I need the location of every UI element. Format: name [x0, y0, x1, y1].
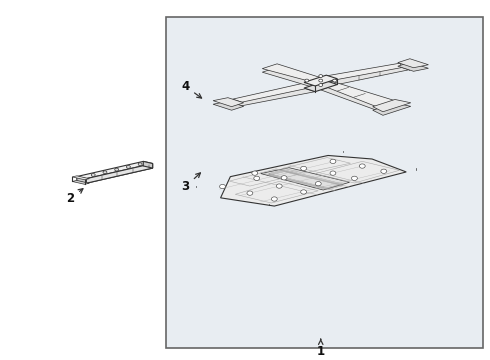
- Polygon shape: [326, 67, 409, 85]
- Polygon shape: [373, 99, 411, 112]
- Polygon shape: [213, 101, 244, 110]
- Polygon shape: [262, 67, 321, 86]
- Polygon shape: [233, 83, 315, 102]
- Circle shape: [381, 169, 387, 174]
- Polygon shape: [213, 98, 244, 107]
- Text: 2: 2: [67, 189, 83, 205]
- Circle shape: [316, 181, 321, 186]
- Polygon shape: [220, 156, 406, 206]
- Polygon shape: [321, 86, 395, 110]
- Circle shape: [247, 191, 253, 195]
- FancyBboxPatch shape: [166, 17, 484, 348]
- Polygon shape: [72, 176, 89, 180]
- Circle shape: [301, 190, 307, 194]
- Text: 4: 4: [181, 80, 201, 98]
- Polygon shape: [373, 103, 411, 115]
- Polygon shape: [72, 180, 89, 184]
- Circle shape: [281, 176, 287, 180]
- Polygon shape: [326, 63, 409, 80]
- Polygon shape: [321, 81, 395, 107]
- Polygon shape: [143, 161, 153, 168]
- Polygon shape: [304, 81, 338, 92]
- Polygon shape: [304, 75, 338, 86]
- Circle shape: [220, 184, 225, 189]
- Circle shape: [351, 176, 357, 180]
- Circle shape: [319, 79, 323, 82]
- Circle shape: [305, 79, 309, 82]
- Circle shape: [115, 168, 119, 171]
- Circle shape: [252, 171, 258, 175]
- Circle shape: [271, 197, 277, 201]
- Polygon shape: [77, 166, 153, 183]
- Circle shape: [333, 79, 337, 82]
- Circle shape: [301, 166, 307, 171]
- Text: 1: 1: [317, 339, 325, 358]
- Circle shape: [319, 84, 323, 86]
- Polygon shape: [86, 163, 153, 183]
- Circle shape: [330, 159, 336, 163]
- Circle shape: [359, 164, 365, 168]
- Polygon shape: [77, 161, 153, 179]
- Text: 3: 3: [181, 173, 200, 193]
- Circle shape: [126, 166, 130, 168]
- Polygon shape: [233, 88, 315, 106]
- Circle shape: [254, 176, 260, 180]
- Circle shape: [138, 163, 142, 166]
- Polygon shape: [398, 62, 428, 71]
- Circle shape: [103, 171, 107, 174]
- Polygon shape: [262, 64, 321, 81]
- Circle shape: [276, 184, 282, 188]
- Polygon shape: [398, 59, 428, 68]
- Polygon shape: [77, 176, 86, 183]
- Polygon shape: [261, 168, 349, 190]
- Circle shape: [330, 171, 336, 175]
- Circle shape: [319, 75, 323, 77]
- Circle shape: [91, 174, 95, 176]
